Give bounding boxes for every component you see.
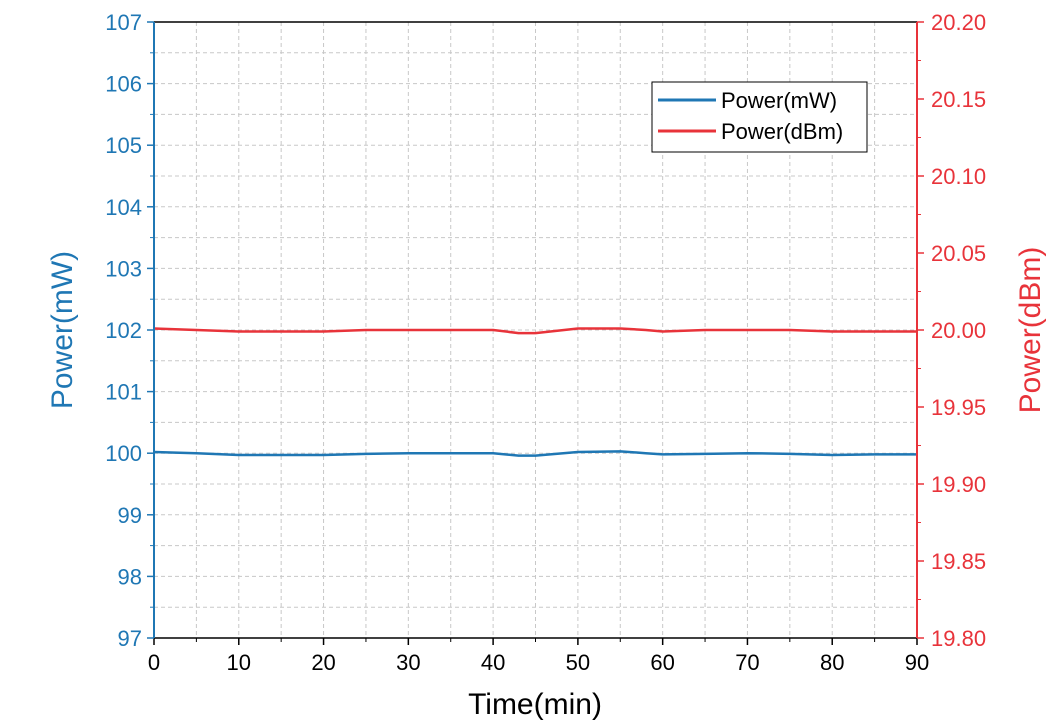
- series-line-power-dbm: [153, 327, 917, 335]
- x-tick-label: 90: [905, 650, 929, 675]
- y-right-tick-label: 20.20: [931, 10, 986, 35]
- y-left-tick-label: 100: [105, 441, 142, 466]
- y-left-tick-label: 102: [105, 318, 142, 343]
- y-left-tick-label: 105: [105, 133, 142, 158]
- y-right-tick-label: 19.85: [931, 549, 986, 574]
- y-left-tick-label: 106: [105, 72, 142, 97]
- x-tick-label: 0: [148, 650, 160, 675]
- legend: Power(mW) Power(dBm): [651, 81, 868, 153]
- y-axis-left-label: Power(mW): [46, 251, 79, 409]
- x-tick-label: 30: [396, 650, 420, 675]
- y-left-tick-label: 99: [118, 503, 142, 528]
- series-line-power-mw: [153, 450, 917, 457]
- x-axis-label: Time(min): [468, 688, 602, 721]
- x-tick-label: 60: [650, 650, 674, 675]
- y-left-tick-label: 97: [118, 626, 142, 651]
- axes: [147, 21, 924, 645]
- grid: [154, 22, 917, 638]
- series-lines: [153, 327, 917, 457]
- y-left-tick-label: 107: [105, 10, 142, 35]
- x-tick-label: 10: [227, 650, 251, 675]
- y-right-tick-label: 20.05: [931, 241, 986, 266]
- y-right-tick-label: 20.00: [931, 318, 986, 343]
- y-left-tick-label: 104: [105, 195, 142, 220]
- y-right-tick-label: 19.90: [931, 472, 986, 497]
- x-tick-label: 80: [820, 650, 844, 675]
- tick-labels: 0 10 20 30 40 50 60 70 80 90 97 98 99 100 101 102 103 104…: [105, 10, 986, 675]
- y-right-tick-label: 20.15: [931, 87, 986, 112]
- legend-label-dbm: Power(dBm): [721, 119, 843, 144]
- y-right-tick-label: 19.80: [931, 626, 986, 651]
- x-tick-label: 50: [566, 650, 590, 675]
- legend-box: [651, 81, 868, 153]
- y-right-tick-label: 20.10: [931, 164, 986, 189]
- y-left-tick-label: 98: [118, 564, 142, 589]
- y-left-tick-label: 101: [105, 380, 142, 405]
- x-tick-label: 70: [735, 650, 759, 675]
- y-right-tick-label: 19.95: [931, 395, 986, 420]
- legend-label-mw: Power(mW): [721, 88, 837, 113]
- x-tick-label: 40: [481, 650, 505, 675]
- x-tick-label: 20: [311, 650, 335, 675]
- y-axis-right-label: Power(dBm): [1014, 247, 1047, 414]
- y-left-tick-label: 103: [105, 256, 142, 281]
